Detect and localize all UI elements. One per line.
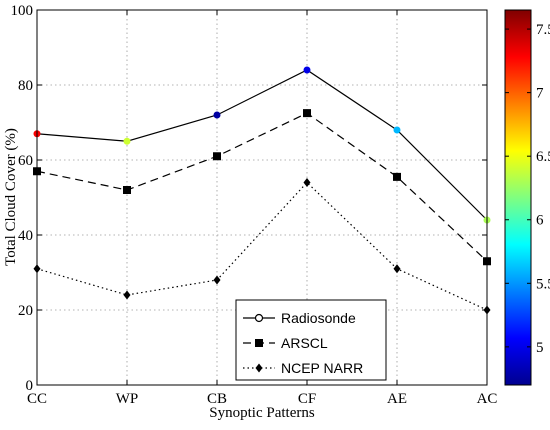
y-tick-label: 80	[18, 78, 33, 94]
x-tick-label: CF	[298, 391, 316, 407]
colorbar-tick-label: 7	[536, 86, 544, 102]
data-point	[303, 178, 311, 187]
axis-ticks: 0 20 40 60 80 100 CC WP CB CF AE AC	[11, 3, 498, 407]
legend-label: ARSCL	[281, 335, 328, 351]
x-tick-label: AE	[387, 391, 407, 407]
y-tick-label: 0	[26, 378, 34, 394]
data-point	[303, 66, 311, 74]
y-tick-label: 100	[11, 3, 34, 19]
x-tick-label: CB	[207, 391, 227, 407]
x-tick-label: CC	[27, 391, 47, 407]
y-tick-label: 20	[18, 303, 33, 319]
y-tick-label: 60	[18, 153, 33, 169]
data-point	[213, 111, 221, 119]
legend-marker	[255, 339, 263, 347]
colorbar-gradient	[504, 9, 532, 386]
colorbar-tick-label: 5.5	[536, 276, 550, 292]
colorbar-tick-label: 6	[536, 213, 544, 229]
colorbar: 5 5.5 6 6.5 7 7.5	[504, 9, 550, 386]
data-point	[123, 290, 131, 300]
data-point	[393, 126, 401, 134]
y-axis-label: Total Cloud Cover (%)	[3, 128, 19, 266]
series-line	[36, 69, 488, 221]
data-point	[213, 275, 221, 285]
data-point	[123, 186, 131, 194]
legend-label: Radiosonde	[281, 310, 356, 326]
colorbar-tick-label: 5	[536, 340, 544, 356]
legend-marker	[255, 363, 263, 373]
legend: Radiosonde ARSCL NCEP NARR	[235, 299, 387, 381]
x-tick-label: WP	[116, 391, 139, 407]
colorbar-tick-label: 7.5	[536, 22, 550, 38]
data-point	[213, 152, 221, 161]
legend-label: NCEP NARR	[281, 360, 363, 376]
x-tick-label: AC	[477, 391, 498, 407]
x-axis-label: Synoptic Patterns	[209, 405, 315, 421]
series-line	[36, 112, 488, 262]
data-point	[393, 264, 401, 274]
data-point	[123, 137, 131, 145]
y-tick-label: 40	[18, 228, 33, 244]
data-point	[393, 172, 401, 181]
data-point	[303, 109, 311, 118]
legend-marker	[254, 313, 264, 323]
colorbar-tick-label: 6.5	[536, 149, 550, 165]
plot-frame	[36, 9, 488, 386]
